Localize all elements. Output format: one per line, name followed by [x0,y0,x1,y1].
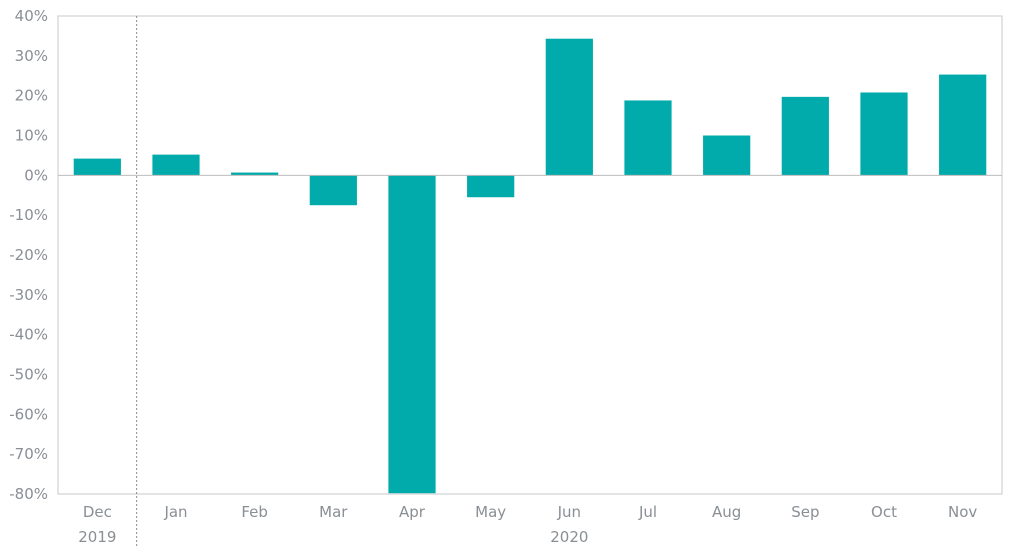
x-tick-label: Feb [241,503,268,521]
x-tick-label: Oct [871,503,897,521]
x-tick-label: Sep [791,503,819,521]
x-tick-label: Apr [399,503,426,521]
bars-group [73,38,987,494]
y-tick-label: 30% [15,47,48,65]
bar-dec [73,158,121,176]
bar-oct [860,92,908,176]
x-tick-label: Dec [83,503,112,521]
y-tick-label: 20% [15,87,48,105]
y-tick-label: -50% [9,366,48,384]
y-tick-label: -30% [9,286,48,304]
y-tick-label: -40% [9,326,48,344]
bar-mar [309,175,357,206]
plot-frame [57,15,1003,495]
y-tick-label: -70% [9,445,48,463]
bar-sep [781,96,829,176]
x-axis-labels: Dec Jan Feb Mar Apr May Jun Jul Aug Sep Oct Nov [83,503,978,521]
year-label: 2019 [78,528,116,546]
bar-jul [624,100,672,176]
y-tick-label: 0% [24,166,48,184]
bar-nov [939,74,987,176]
y-tick-label: -20% [9,246,48,264]
bar-feb [231,172,279,176]
bar-jan [152,154,200,176]
bar-may [467,175,515,198]
x-tick-label: Jul [638,503,657,521]
bar-jun [545,38,593,176]
y-tick-label: -10% [9,206,48,224]
y-tick-label: 40% [15,7,48,25]
x-tick-label: Aug [712,503,741,521]
x-tick-label: Jun [557,503,581,521]
year-label: 2020 [550,528,588,546]
y-tick-label: 10% [15,127,48,145]
y-axis-labels: 40% 30% 20% 10% 0% -10% -20% -30% -40% -50% -60% -7… [9,7,48,503]
bar-aug [703,135,751,176]
y-tick-label: -60% [9,405,48,423]
year-labels: 2019 2020 [78,528,588,546]
x-tick-label: Nov [948,503,977,521]
bar-apr [388,175,436,494]
x-tick-label: Mar [319,503,348,521]
y-tick-label: -80% [9,485,48,503]
x-tick-label: May [475,503,506,521]
x-tick-label: Jan [163,503,187,521]
